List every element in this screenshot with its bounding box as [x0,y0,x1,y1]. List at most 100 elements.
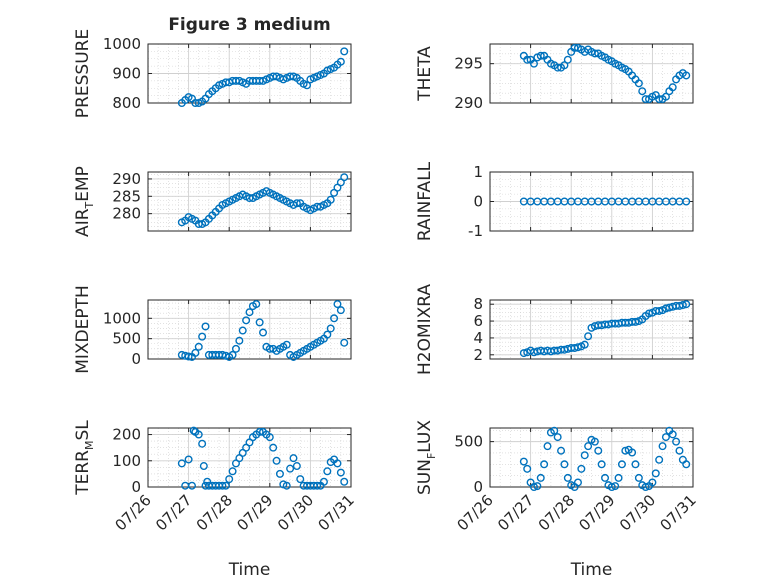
y-tick-label: 285 [112,187,141,205]
data-point [198,439,207,448]
data-point [584,332,593,341]
data-point [631,317,640,326]
subplot-row3-left: 0 500 1000 MIXDEPTH [73,285,352,374]
data-point [199,462,208,471]
data-point [682,460,691,469]
data-point [655,455,664,464]
series-points [177,300,349,361]
data-point [245,308,254,317]
data-point [191,348,200,357]
data-point [296,475,305,484]
data-point [265,344,274,353]
data-point [333,300,342,309]
data-point [580,451,589,460]
data-point [203,477,212,486]
data-point [269,443,278,452]
figure-title: Figure 3 medium [168,15,330,35]
data-point [519,457,528,466]
data-point [573,478,582,487]
axes-box [489,299,694,360]
data-point [340,338,349,347]
y-tick-label: 500 [454,433,483,451]
subplot-row1-left: 800 900 1000 PRESSURE [73,29,352,118]
data-point [225,475,234,484]
data-point [272,456,281,465]
y-tick-label: 1000 [103,35,141,53]
data-point [319,477,328,486]
y-axis-label-main: TERR [73,450,93,496]
y-tick-label: 200 [112,426,141,444]
y-tick-label: -1 [468,222,483,240]
data-point [238,326,247,335]
data-point [560,460,569,469]
data-point [682,197,691,206]
y-tick-label: 290 [454,94,483,112]
data-point [655,95,664,104]
y-axis-label-rest: LUX [415,420,435,453]
data-point [655,306,664,315]
y-axis-label-main: H2OMIXRA [415,284,435,375]
y-tick-label: 500 [112,330,141,348]
data-point [580,340,589,349]
y-tick-label: 290 [112,170,141,188]
y-axis-label: SUNFLUX [415,420,438,495]
data-point [259,328,268,337]
data-point [529,483,538,492]
data-point [177,459,186,468]
y-axis-label-subscript: T [83,201,96,209]
data-point [275,469,284,478]
y-axis-label: H2OMIXRA [415,284,435,375]
series-points [177,173,349,229]
data-point [198,332,207,341]
data-point [340,173,349,182]
data-point [323,467,332,476]
y-tick-label: 900 [112,65,141,83]
data-point [597,460,606,469]
y-tick-label: 2 [473,346,483,364]
y-axis-label-main: RAINFALL [415,161,435,241]
data-point [584,442,593,451]
data-point [553,433,562,442]
y-tick-label: 0 [131,350,141,368]
data-point [536,473,545,482]
y-tick-label: 6 [473,312,483,330]
data-point [265,433,274,442]
data-point [641,95,650,104]
data-point [577,464,586,473]
data-point [678,301,687,310]
data-point [252,300,261,309]
data-point [218,481,227,490]
data-point [557,446,566,455]
y-tick-label: 800 [112,94,141,112]
data-point [648,478,657,487]
data-point [540,460,549,469]
data-point [641,483,650,492]
data-point [590,437,599,446]
y-tick-label: 295 [454,55,483,73]
data-point [560,61,569,70]
data-point [286,464,295,473]
data-point [611,482,620,491]
axes-box [489,427,694,488]
data-point [682,71,691,80]
data-point [601,473,610,482]
y-tick-label: 1 [473,163,483,181]
y-axis-label: RAINFALL [415,161,435,241]
data-point [289,454,298,463]
series-points [519,426,691,492]
x-axis-label: Time [570,560,613,580]
data-point [645,309,654,318]
y-axis-label-main: MIXDEPTH [73,285,93,374]
y-axis-label-main: PRESSURE [73,29,93,118]
data-point [336,57,345,66]
data-point [282,481,291,490]
data-point [231,344,240,353]
data-point [668,430,677,439]
data-point [590,49,599,58]
data-point [333,459,342,468]
data-point [313,481,322,490]
axes-box [147,171,352,232]
data-point [682,300,691,309]
